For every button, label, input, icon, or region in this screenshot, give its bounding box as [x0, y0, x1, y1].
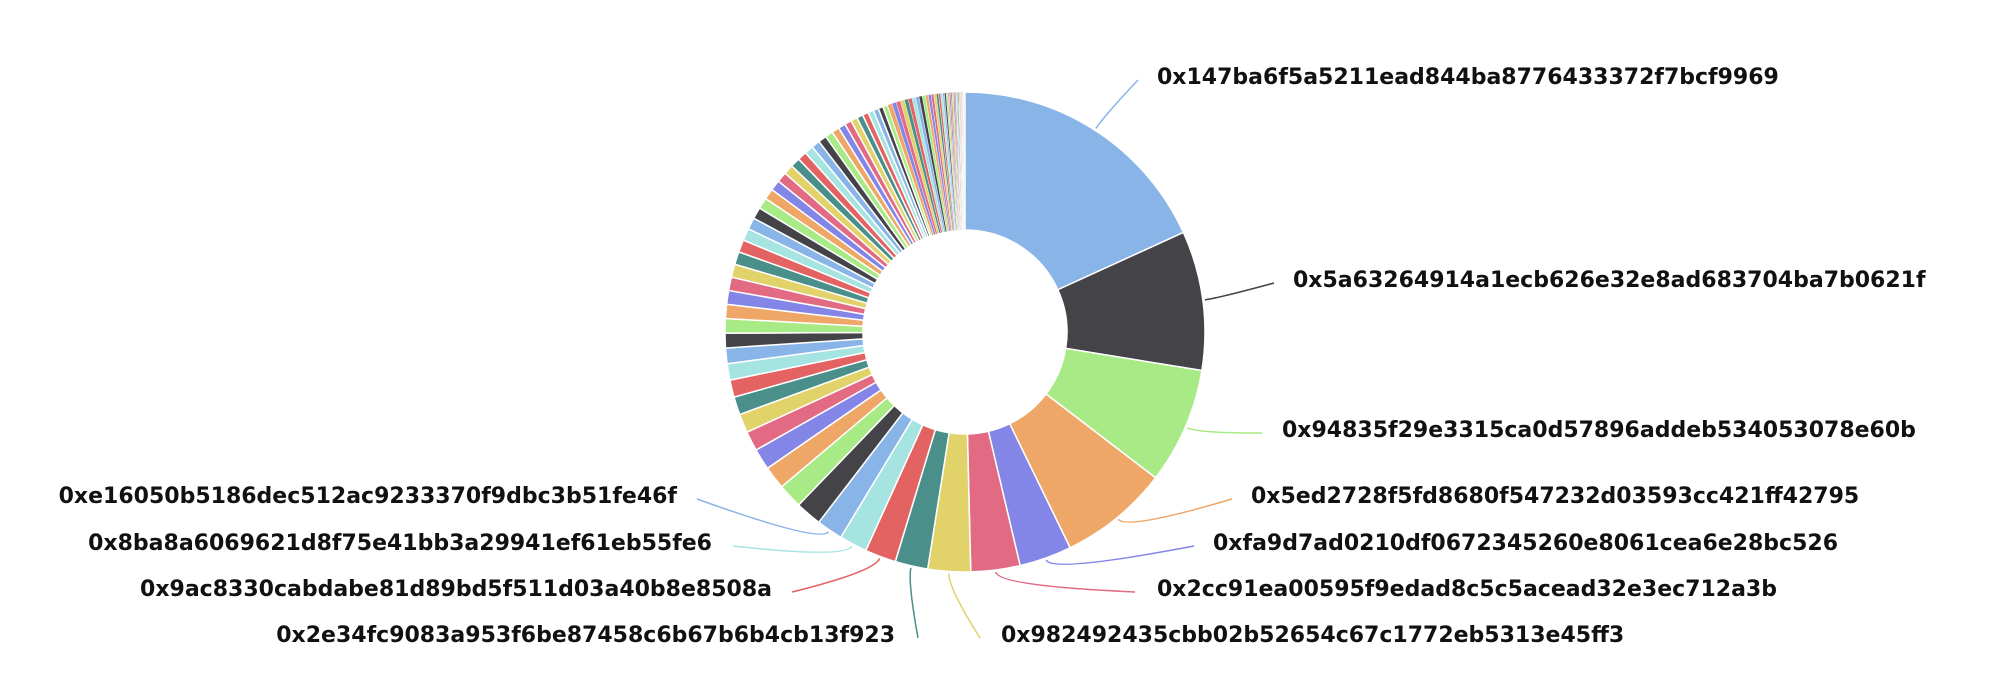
slice-label: 0x982492435cbb02b52654c67c1772eb5313e45f…	[1001, 623, 1624, 648]
slice-label: 0x5a63264914a1ecb626e32e8ad683704ba7b062…	[1293, 268, 1926, 293]
slice-label: 0x94835f29e3315ca0d57896addeb534053078e6…	[1282, 418, 1916, 443]
label-connector-line	[791, 558, 881, 593]
slice-label: 0x9ac8330cabdabe81d89bd5f511d03a40b8e850…	[140, 577, 772, 602]
slice-label: 0x147ba6f5a5211ead844ba8776433372f7bcf99…	[1157, 65, 1779, 90]
slice-label: 0x2cc91ea00595f9edad8c5c5acead32e3ec712a…	[1157, 577, 1777, 602]
label-connector-line	[732, 545, 853, 553]
label-connector-line	[1186, 427, 1263, 434]
label-connector-line	[948, 573, 981, 639]
donut-slices	[724, 91, 1206, 573]
label-connector-line	[696, 498, 830, 535]
label-connectors	[696, 79, 1275, 639]
slice-labels: 0x147ba6f5a5211ead844ba8776433372f7bcf99…	[59, 65, 1926, 648]
slice-label: 0xe16050b5186dec512ac9233370f9dbc3b51fe4…	[59, 484, 678, 509]
label-connector-line	[1095, 79, 1139, 129]
slice-label: 0x8ba8a6069621d8f75e41bb3a29941ef61eb55f…	[88, 531, 712, 556]
label-connector-line	[1117, 498, 1233, 523]
label-connector-line	[1204, 282, 1275, 301]
label-connector-line	[995, 571, 1136, 593]
slice-label: 0x2e34fc9083a953f6be87458c6b67b6b4cb13f9…	[276, 623, 895, 648]
slice-label: 0xfa9d7ad0210df0672345260e8061cea6e28bc5…	[1213, 531, 1838, 556]
slice-label: 0x5ed2728f5fd8680f547232d03593cc421ff427…	[1251, 484, 1859, 509]
pie-slice[interactable]	[964, 91, 1185, 291]
label-connector-line	[909, 567, 919, 639]
label-connector-line	[1045, 545, 1195, 565]
